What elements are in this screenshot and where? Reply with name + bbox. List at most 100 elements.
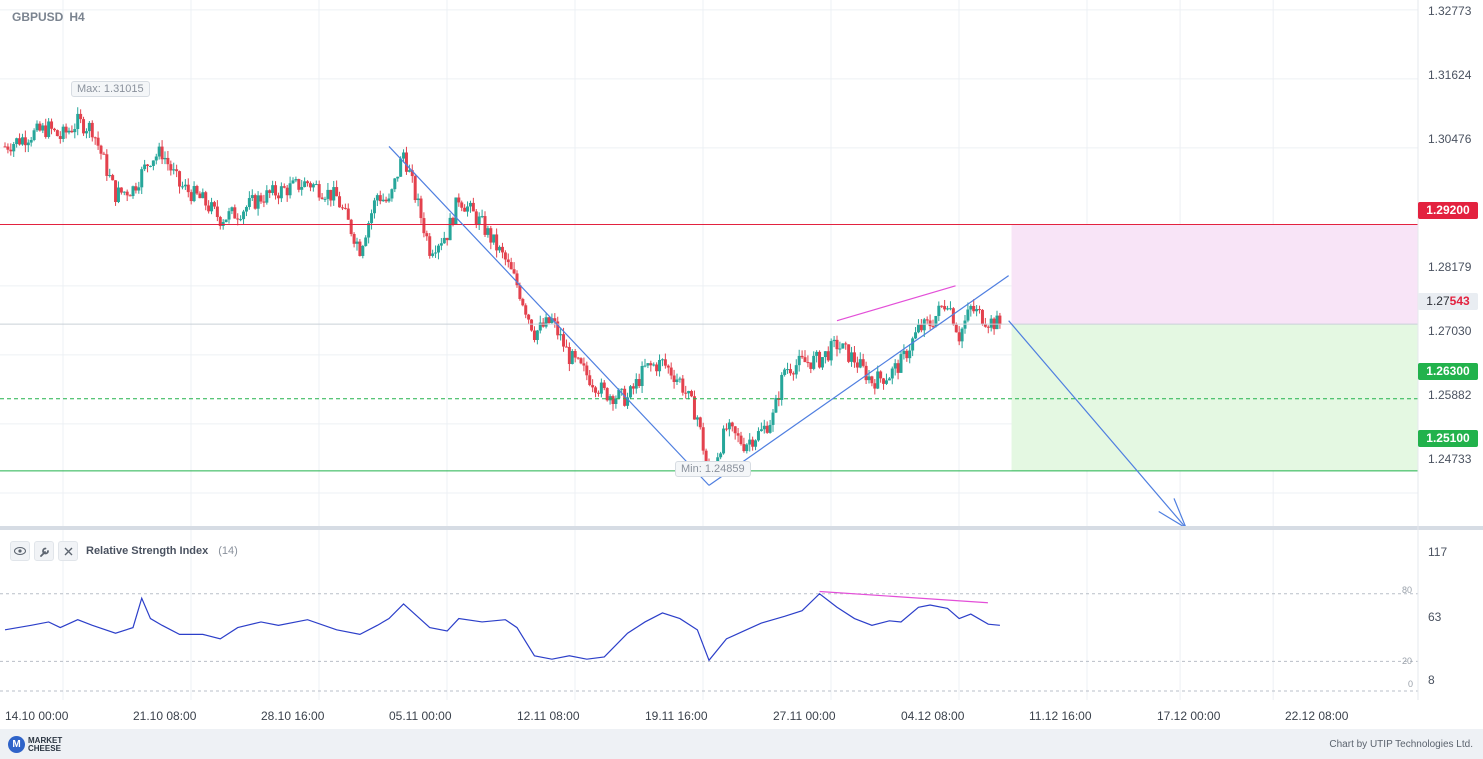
candle [788, 363, 792, 376]
candle-body [879, 371, 883, 379]
chart-credit[interactable]: Chart by UTIP Technologies Ltd. [1329, 739, 1473, 750]
candle-body [812, 355, 816, 369]
candle [943, 299, 947, 312]
candle [605, 387, 609, 402]
candle [419, 195, 423, 224]
candle-body [922, 319, 926, 331]
candle-body [163, 157, 167, 160]
candle [588, 369, 592, 387]
close-icon[interactable] [58, 541, 78, 561]
candle [722, 425, 726, 455]
candle-body [445, 237, 449, 241]
candle-body [914, 332, 918, 339]
candle [687, 390, 691, 400]
candle-body [349, 219, 353, 235]
candle-body [928, 320, 932, 327]
candle [317, 180, 321, 201]
candle [882, 377, 886, 390]
candle-body [175, 169, 179, 172]
max-price-callout: Max: 1.31015 [71, 81, 150, 97]
candle-body [704, 450, 708, 463]
candle-body [218, 217, 222, 227]
eye-icon[interactable] [10, 541, 30, 561]
candle-body [724, 428, 728, 430]
candle [76, 107, 80, 136]
candle [38, 121, 42, 132]
candle-body [532, 330, 536, 341]
candle [20, 133, 24, 146]
candle [250, 189, 254, 201]
candle-body [506, 259, 510, 263]
price-tick-label: 1.28179 [1428, 260, 1472, 274]
rsi-panel [4, 590, 1000, 662]
candle [823, 351, 827, 364]
candle-body [466, 206, 470, 212]
candle [771, 409, 775, 432]
candle [855, 356, 859, 373]
candle [762, 419, 766, 434]
candle [759, 422, 763, 432]
candle-body [611, 396, 615, 404]
candle-body [47, 121, 51, 137]
candle-body [701, 427, 705, 451]
candle [375, 193, 379, 207]
brand-line-1: MARKET [28, 735, 63, 745]
candle [724, 423, 728, 432]
candle [445, 237, 449, 246]
candle [259, 192, 263, 204]
candle-body [809, 362, 813, 369]
candle [276, 192, 280, 205]
candle-body [530, 319, 534, 331]
candle-body [727, 422, 731, 430]
candle-body [425, 233, 429, 237]
wrench-icon[interactable] [34, 541, 54, 561]
candle [474, 209, 478, 229]
candle-body [643, 365, 647, 367]
candle-body [815, 351, 819, 356]
candle [966, 302, 970, 323]
candle [559, 327, 563, 341]
candle-body [756, 431, 760, 441]
candle [844, 341, 848, 350]
candle [986, 325, 990, 334]
candle [681, 375, 685, 396]
candle-body [946, 308, 950, 310]
candle [52, 127, 56, 132]
candle [690, 389, 694, 398]
candle-body [608, 396, 612, 401]
candle-body [454, 197, 458, 225]
candle [247, 191, 251, 210]
candle [783, 367, 787, 377]
candle-body [114, 180, 118, 203]
candle-body [352, 234, 356, 244]
candle-body [690, 391, 694, 397]
candle-body [204, 192, 208, 206]
chart-canvas[interactable] [0, 0, 1483, 729]
candle-body [375, 195, 379, 201]
candle [585, 361, 589, 381]
candle [466, 201, 470, 217]
candle-body [544, 317, 548, 327]
candle-body [436, 245, 440, 253]
candle-body [428, 236, 432, 256]
candle [969, 304, 973, 317]
candle [745, 443, 749, 454]
candle [230, 206, 234, 215]
candle-body [303, 181, 307, 188]
candle-body [160, 146, 164, 160]
candle [454, 197, 458, 225]
brand-logo[interactable]: M MARKET CHEESE [8, 736, 62, 753]
candle [989, 315, 993, 332]
candle-body [972, 305, 976, 312]
candle [594, 385, 598, 398]
candle [672, 369, 676, 389]
candle [111, 173, 115, 181]
candle-body [410, 170, 414, 177]
candle-body [201, 192, 205, 199]
candle-body [463, 207, 467, 212]
candle-body [695, 417, 699, 420]
candle-body [285, 187, 289, 196]
candle-body [215, 206, 219, 218]
candle [242, 209, 246, 225]
candle [861, 353, 865, 368]
